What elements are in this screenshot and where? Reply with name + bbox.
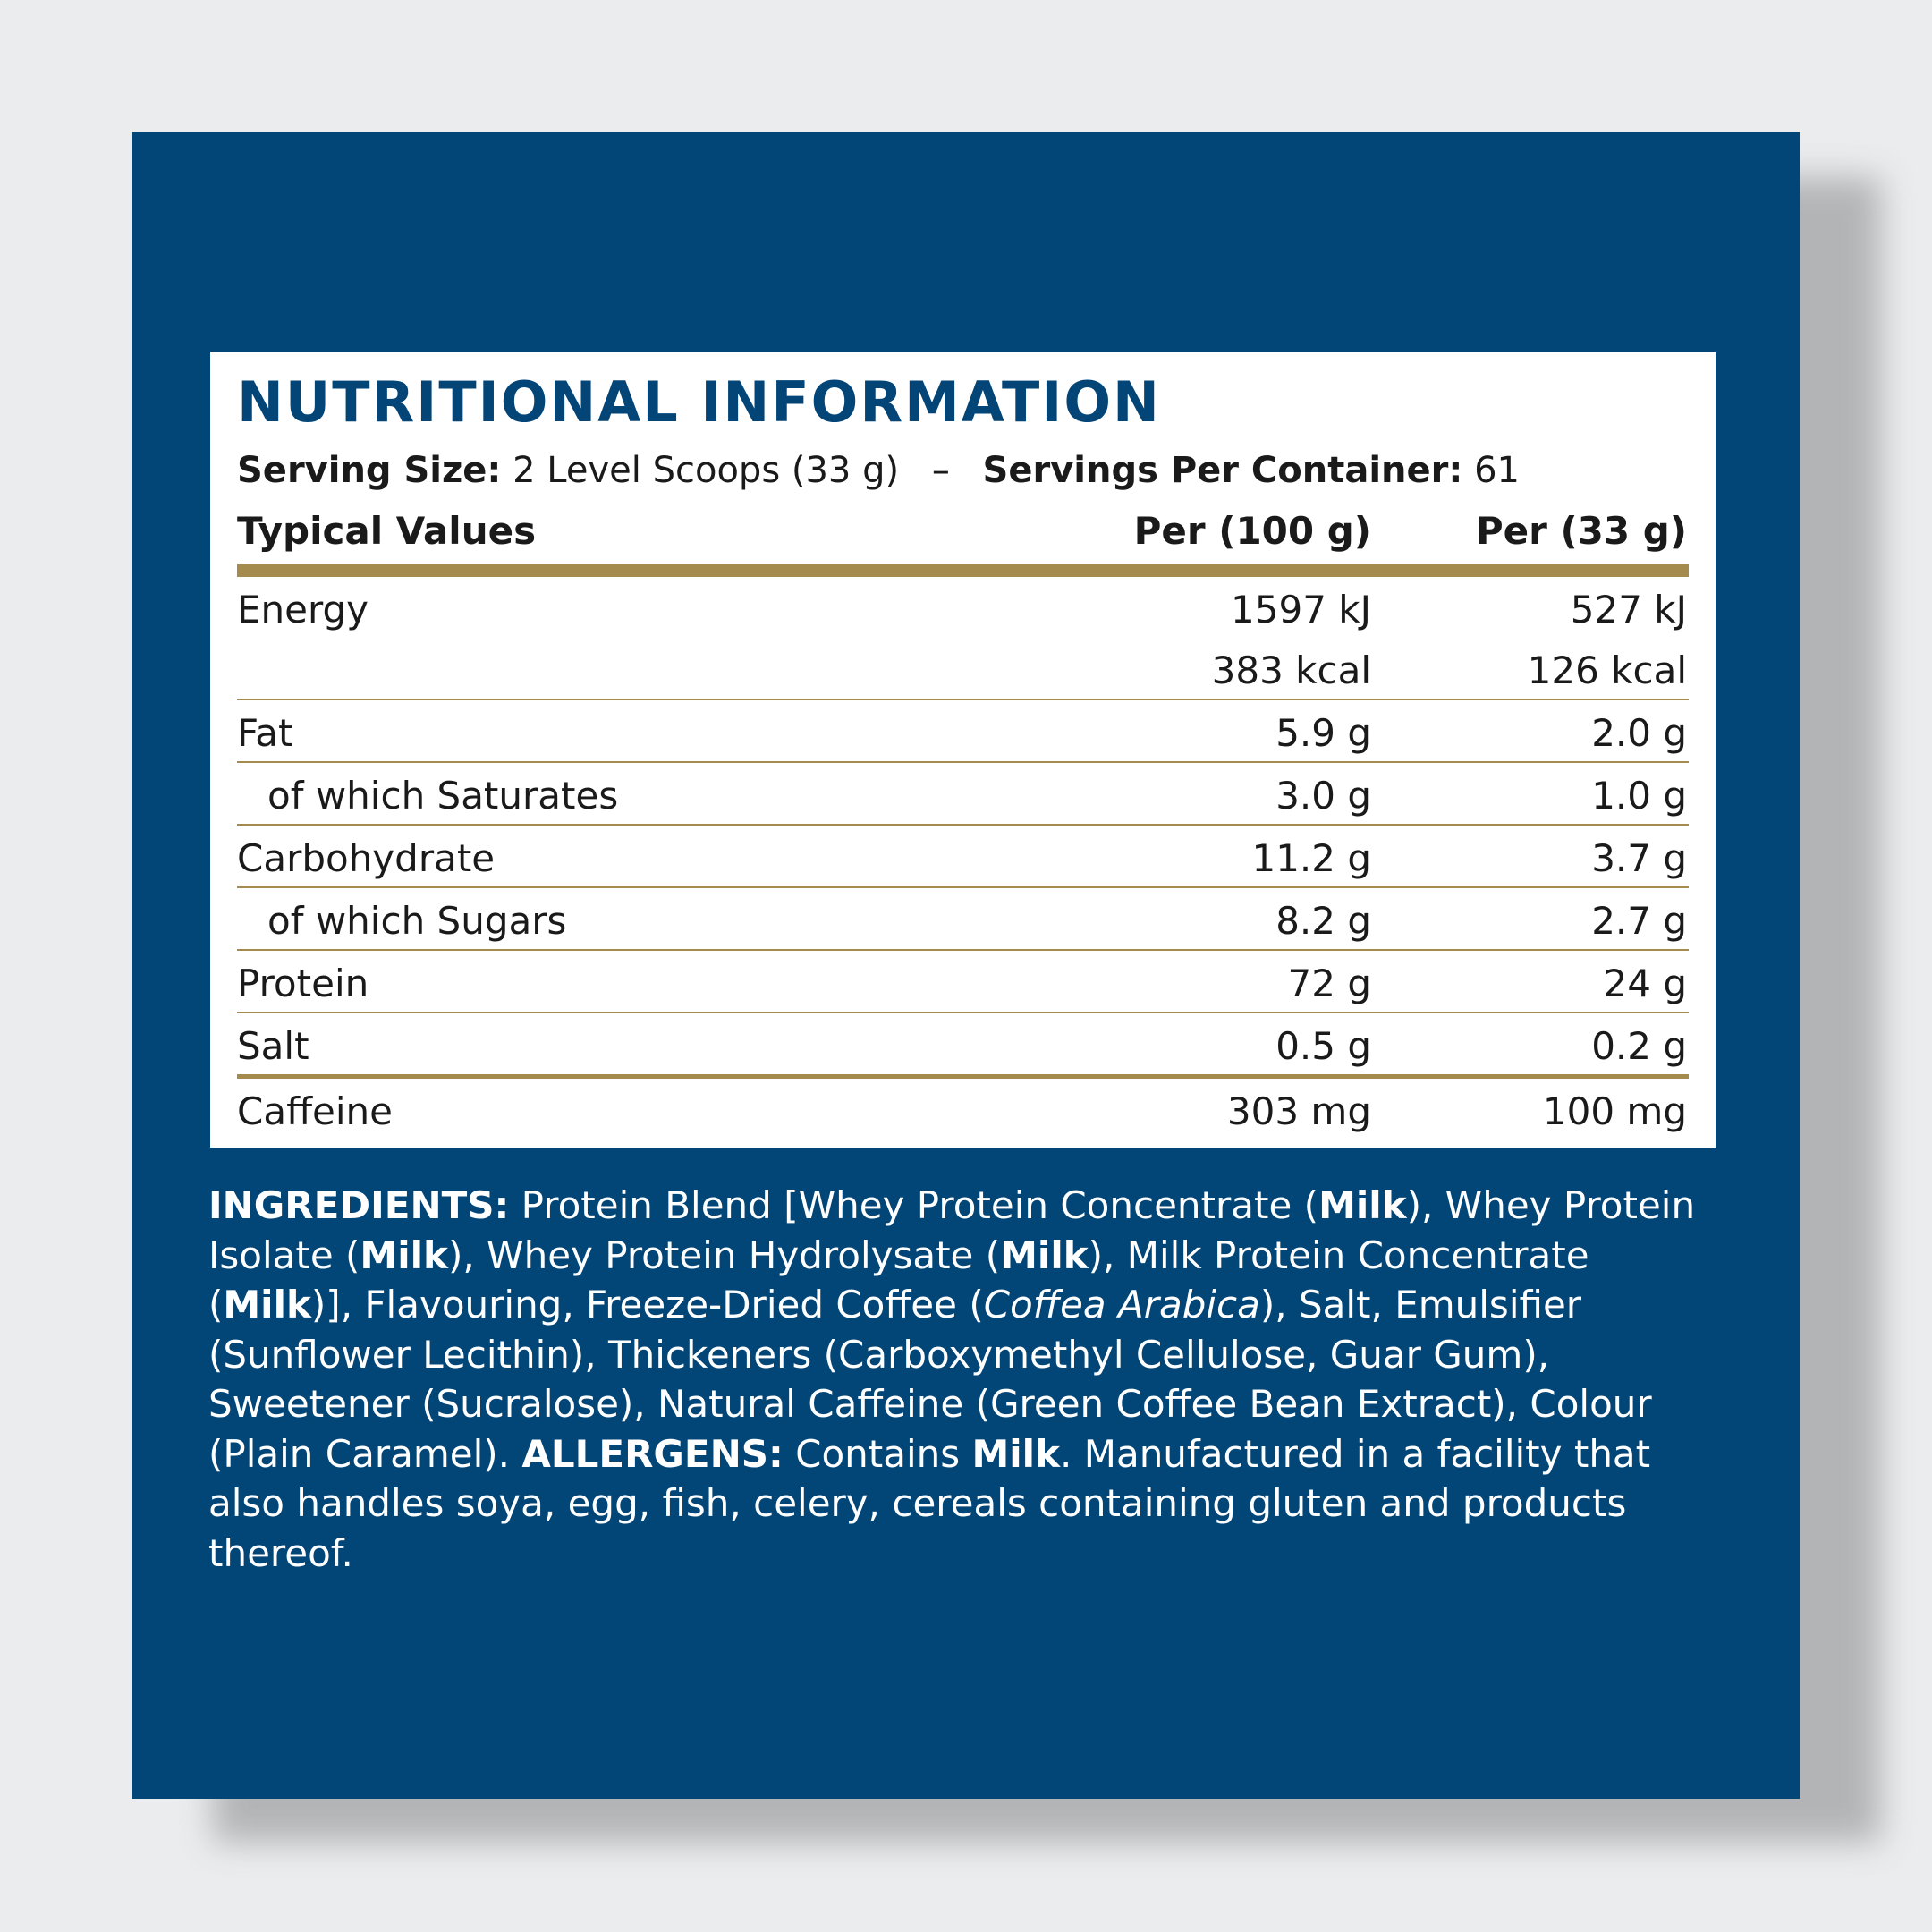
ingredients-text-part: ), Whey Protein Isolate (: [208, 1183, 1696, 1277]
row-label: of which Sugars: [267, 899, 567, 943]
ingredients-text-part: )], Flavouring, Freeze-Dried Coffee (: [310, 1283, 984, 1326]
row-per100: 303 mg: [1226, 1089, 1371, 1133]
ingredients-text-part: ), Milk Protein Concentrate (: [208, 1233, 1589, 1327]
ingredients-heading: INGREDIENTS:: [208, 1183, 510, 1227]
row-perserving: 24 g: [1603, 962, 1687, 1005]
row-per100: 3.0 g: [1275, 774, 1371, 818]
row-per100: 0.5 g: [1275, 1024, 1371, 1068]
row-perserving: 2.0 g: [1591, 711, 1687, 755]
energy-per100-kcal: 383 kcal: [1211, 648, 1371, 692]
energy-perserving-kj: 527 kJ: [1570, 588, 1687, 631]
energy-per100-kj: 1597 kJ: [1231, 588, 1371, 631]
row-perserving: 3.7 g: [1591, 836, 1687, 880]
serving-size-value: 2 Level Scoops (33 g): [513, 450, 900, 491]
row-per100: 72 g: [1287, 962, 1371, 1005]
row-label: Fat: [237, 711, 293, 755]
serving-info: Serving Size: 2 Level Scoops (33 g) – Se…: [237, 450, 1520, 491]
table-row: Fat 5.9 g 2.0 g: [237, 700, 1689, 763]
table-row: Carbohydrate 11.2 g 3.7 g: [237, 826, 1689, 888]
nutrition-title: NUTRITIONAL INFORMATION: [237, 369, 1161, 435]
table-row-energy: Energy 1597 kJ 527 kJ 383 kcal 126 kcal: [237, 577, 1689, 700]
nutrition-table: Typical Values Per (100 g) Per (33 g) En…: [237, 504, 1689, 1140]
ingredients-text-part: ), Whey Protein Hydrolysate (: [447, 1233, 1001, 1277]
energy-label: Energy: [237, 588, 369, 631]
allergen-milk: Milk: [360, 1233, 448, 1277]
allergens-heading: ALLERGENS:: [521, 1431, 784, 1476]
servings-per-container-label: Servings Per Container:: [982, 450, 1463, 491]
energy-perserving-kcal: 126 kcal: [1527, 648, 1687, 692]
row-label: Protein: [237, 962, 369, 1005]
row-label: Salt: [237, 1024, 309, 1068]
table-header-row: Typical Values Per (100 g) Per (33 g): [237, 504, 1689, 577]
header-per-100g: Per (100 g): [1133, 509, 1371, 553]
table-row: Protein 72 g 24 g: [237, 951, 1689, 1013]
table-row: Salt 0.5 g 0.2 g: [237, 1013, 1689, 1079]
table-row: of which Saturates 3.0 g 1.0 g: [237, 763, 1689, 826]
servings-per-container-value: 61: [1474, 450, 1521, 491]
allergen-milk: Milk: [223, 1283, 311, 1326]
header-per-serving: Per (33 g): [1475, 509, 1687, 553]
table-row: Caffeine 303 mg 100 mg: [237, 1079, 1689, 1140]
ingredients-text-part: Contains: [783, 1431, 972, 1476]
row-perserving: 2.7 g: [1591, 899, 1687, 943]
row-perserving: 100 mg: [1542, 1089, 1687, 1133]
table-row: of which Sugars 8.2 g 2.7 g: [237, 888, 1689, 951]
ingredients-text-part: . Manufactured in a facility that also h…: [208, 1431, 1651, 1575]
allergen-milk: Milk: [971, 1431, 1061, 1476]
row-perserving: 1.0 g: [1591, 774, 1687, 818]
header-typical-values: Typical Values: [237, 509, 537, 553]
ingredients-text: INGREDIENTS: Protein Blend [Whey Protein…: [208, 1181, 1729, 1578]
row-per100: 11.2 g: [1251, 836, 1371, 880]
row-perserving: 0.2 g: [1591, 1024, 1687, 1068]
row-label: Carbohydrate: [237, 836, 496, 880]
serving-separator: –: [931, 450, 950, 491]
row-per100: 8.2 g: [1275, 899, 1371, 943]
allergen-milk: Milk: [1318, 1183, 1407, 1227]
serving-size-label: Serving Size:: [237, 450, 502, 491]
allergen-milk: Milk: [1000, 1233, 1089, 1277]
row-per100: 5.9 g: [1275, 711, 1371, 755]
ingredients-text-part: ), Salt, Emulsifier (Sunflower Lecithin)…: [208, 1283, 1652, 1476]
row-label: of which Saturates: [267, 774, 619, 818]
row-label: Caffeine: [237, 1089, 393, 1133]
ingredients-text-part: Protein Blend [Whey Protein Concentrate …: [509, 1183, 1319, 1227]
coffea-arabica: Coffea Arabica: [983, 1283, 1260, 1326]
nutrition-card: NUTRITIONAL INFORMATION Serving Size: 2 …: [210, 352, 1716, 1148]
